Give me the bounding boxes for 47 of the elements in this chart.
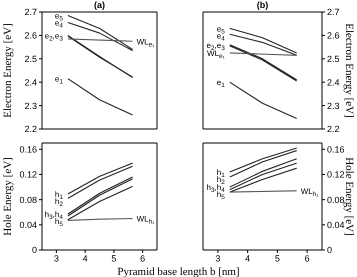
x-tick-label: 5 bbox=[111, 253, 116, 264]
series-label: e$_{5}$ bbox=[216, 24, 226, 36]
y-tick-label: 2.6 bbox=[24, 30, 37, 41]
x-tick-label: 4 bbox=[245, 253, 250, 264]
series-label: h$_{5}$ bbox=[216, 190, 226, 201]
y-tick-label: 2.6 bbox=[327, 30, 340, 41]
y-tick-label: 2.7 bbox=[24, 7, 37, 18]
y-tick-label: 0.12 bbox=[19, 170, 37, 180]
y-tick-label: 2.2 bbox=[24, 124, 37, 134]
y-tick-label: 0.08 bbox=[19, 194, 37, 205]
y-tick-label: 0.12 bbox=[327, 170, 345, 180]
y-tick-label: 2.4 bbox=[327, 77, 340, 88]
y-tick-label: 2.4 bbox=[24, 77, 37, 88]
x-tick-label: 6 bbox=[304, 253, 310, 264]
series-label: WL$_{h₁}$ bbox=[300, 186, 318, 198]
y-axis-title: Electron Energy [eV] bbox=[2, 23, 14, 118]
series-label: e$_{1}$ bbox=[54, 74, 64, 86]
series-label: WL$_{e₁}$ bbox=[136, 37, 154, 48]
y-tick-label: 2.5 bbox=[327, 54, 340, 64]
y-tick-label: 2.3 bbox=[24, 100, 37, 111]
y-tick-label: 0.04 bbox=[19, 220, 37, 230]
y-tick-label: 0.16 bbox=[19, 144, 37, 154]
x-tick-label: 3 bbox=[215, 253, 220, 264]
y-tick-label: 0.16 bbox=[327, 144, 345, 154]
y-tick-label: 2.5 bbox=[24, 54, 37, 64]
series-label: e$_{5}$ bbox=[54, 12, 64, 22]
y-tick-label: 0.04 bbox=[327, 220, 345, 230]
x-tick-label: 3 bbox=[54, 253, 59, 264]
y-axis-title: Electron Energy [eV] bbox=[343, 23, 356, 118]
y-tick-label: 2.3 bbox=[327, 100, 340, 111]
series-label: e$_{1}$ bbox=[216, 78, 226, 89]
y-axis-title: Hole Energy [eV] bbox=[2, 157, 14, 236]
x-tick-label: 5 bbox=[274, 253, 280, 264]
y-tick-label: 2.7 bbox=[327, 7, 340, 18]
chart-title: (a) bbox=[93, 0, 106, 11]
y-tick-label: 0 bbox=[327, 245, 332, 256]
series-label: e$_{2}$,e$_{3}$ bbox=[44, 31, 64, 42]
y-tick-label: 0 bbox=[32, 245, 37, 256]
y-axis-title: Hole Energy [eV] bbox=[343, 157, 356, 236]
y-tick-label: 0.08 bbox=[327, 194, 345, 205]
series-label: WL$_{h₁}$ bbox=[136, 214, 154, 226]
y-tick-label: 2.2 bbox=[327, 124, 340, 134]
series-label: h$_{2}$ bbox=[54, 197, 64, 208]
x-axis-title: Pyramid base length b [nm] bbox=[116, 266, 241, 277]
x-tick-label: 6 bbox=[140, 253, 146, 264]
chart-title: (b) bbox=[256, 0, 270, 11]
x-tick-label: 4 bbox=[82, 253, 88, 264]
